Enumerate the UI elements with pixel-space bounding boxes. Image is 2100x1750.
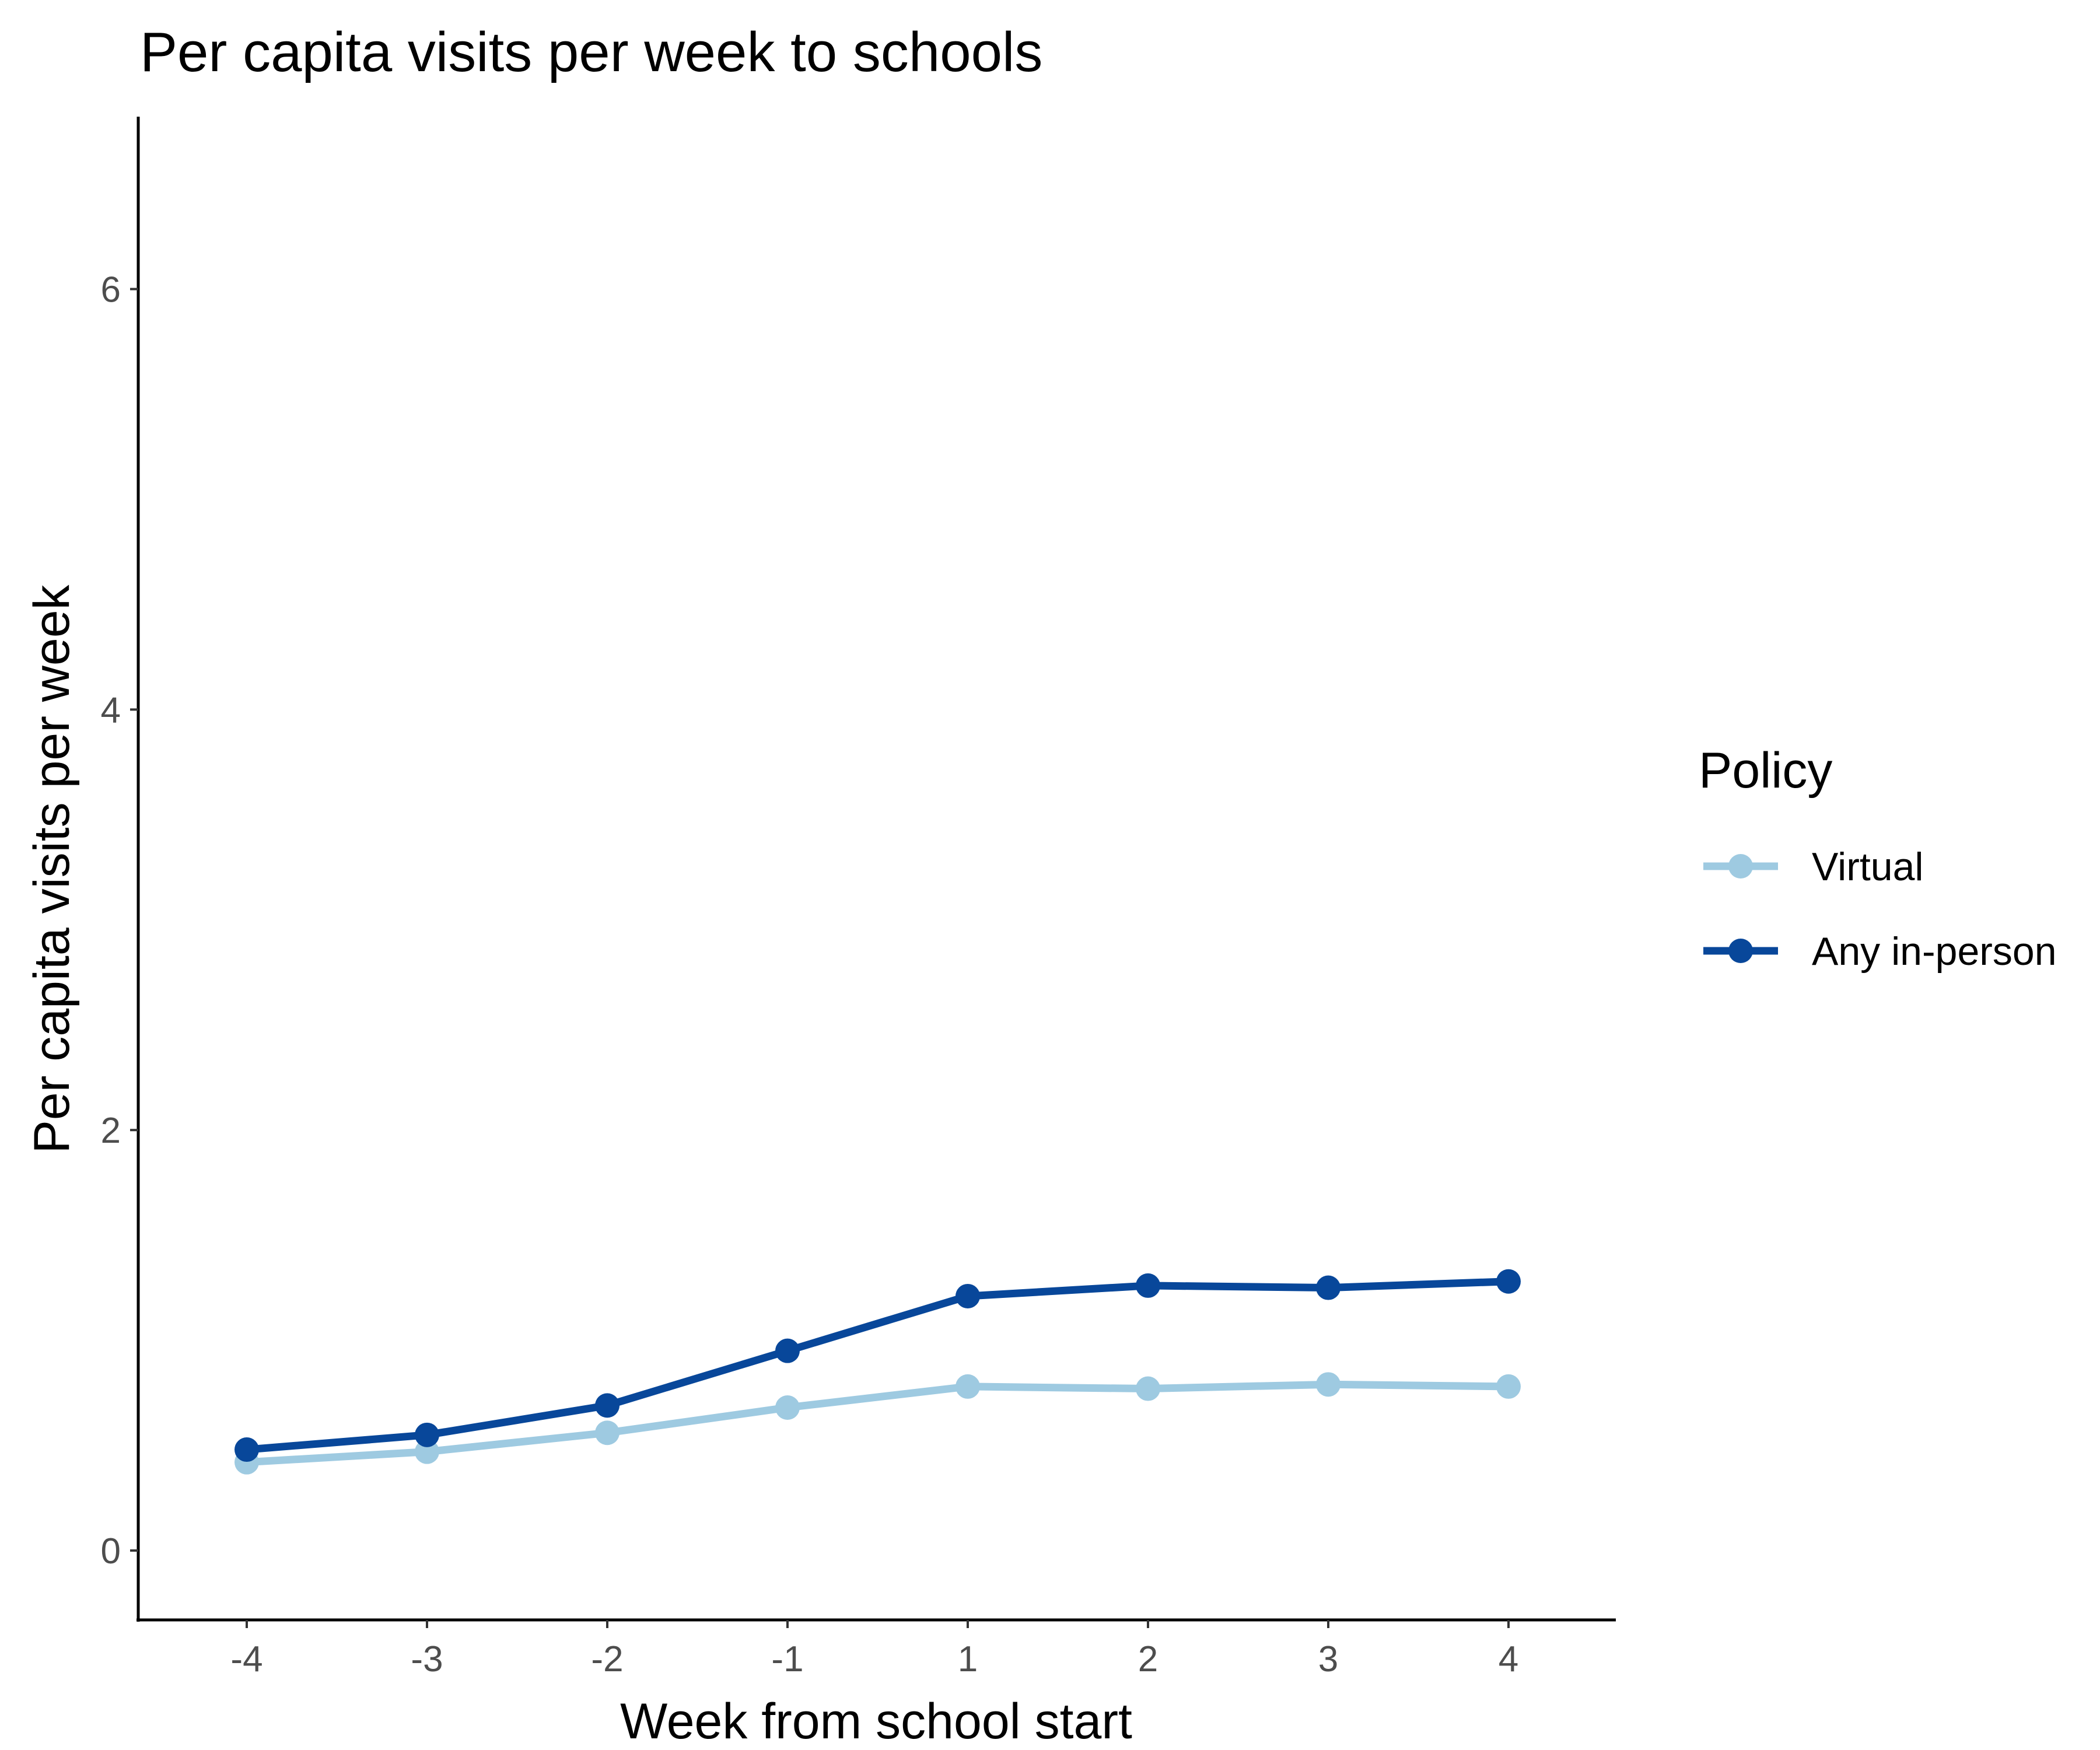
data-point-virtual <box>956 1374 980 1399</box>
x-tick-label: 3 <box>1318 1639 1338 1679</box>
plot-area: 0 2 4 6 -4 -3 -2 -1 1 2 3 4 <box>101 117 1616 1679</box>
data-point-virtual <box>775 1395 800 1420</box>
x-tick-label: 2 <box>1138 1639 1158 1679</box>
y-tick-label: 6 <box>101 270 121 310</box>
legend-title: Policy <box>1699 743 1832 799</box>
data-point-virtual <box>595 1420 620 1446</box>
data-point-any-in-person <box>775 1338 800 1363</box>
y-tick-label: 4 <box>101 690 121 730</box>
chart-title: Per capita visits per week to schools <box>140 21 1042 83</box>
y-ticks: 0 2 4 6 <box>101 270 138 1572</box>
data-point-any-in-person <box>595 1393 620 1418</box>
data-point-any-in-person <box>235 1437 259 1462</box>
data-point-any-in-person <box>415 1422 439 1447</box>
x-ticks: -4 -3 -2 -1 1 2 3 4 <box>230 1620 1518 1679</box>
y-tick-label: 2 <box>101 1111 121 1151</box>
legend: Policy Virtual Any in-person <box>1699 743 2057 974</box>
data-point-virtual <box>415 1439 439 1464</box>
series-line-virtual <box>246 1380 1509 1466</box>
x-tick-label: 4 <box>1499 1639 1518 1679</box>
x-tick-label: 1 <box>958 1639 978 1679</box>
series-line-any-in-person <box>246 1278 1509 1454</box>
x-tick-label: -4 <box>230 1639 262 1679</box>
data-point-virtual <box>1316 1372 1340 1397</box>
legend-label-virtual: Virtual <box>1812 845 1924 889</box>
x-axis-title: Week from school start <box>620 1693 1132 1749</box>
y-tick-label: 0 <box>101 1531 121 1572</box>
legend-key-point-virtual <box>1728 854 1753 878</box>
data-point-virtual <box>1496 1374 1521 1399</box>
y-axis-title: Per capita visits per week <box>24 584 80 1153</box>
data-point-virtual <box>1136 1376 1160 1401</box>
x-tick-label: -2 <box>591 1639 623 1679</box>
series-layer <box>235 1269 1521 1475</box>
data-point-any-in-person <box>1316 1275 1340 1300</box>
x-tick-label: -1 <box>771 1639 803 1679</box>
legend-label-any-in-person: Any in-person <box>1812 929 2057 974</box>
legend-key-point-any-in-person <box>1728 939 1753 963</box>
data-point-any-in-person <box>956 1283 980 1308</box>
data-point-any-in-person <box>1496 1269 1521 1294</box>
data-point-any-in-person <box>1136 1273 1160 1298</box>
x-tick-label: -3 <box>411 1639 443 1679</box>
legend-entries: Virtual Any in-person <box>1703 845 2057 974</box>
